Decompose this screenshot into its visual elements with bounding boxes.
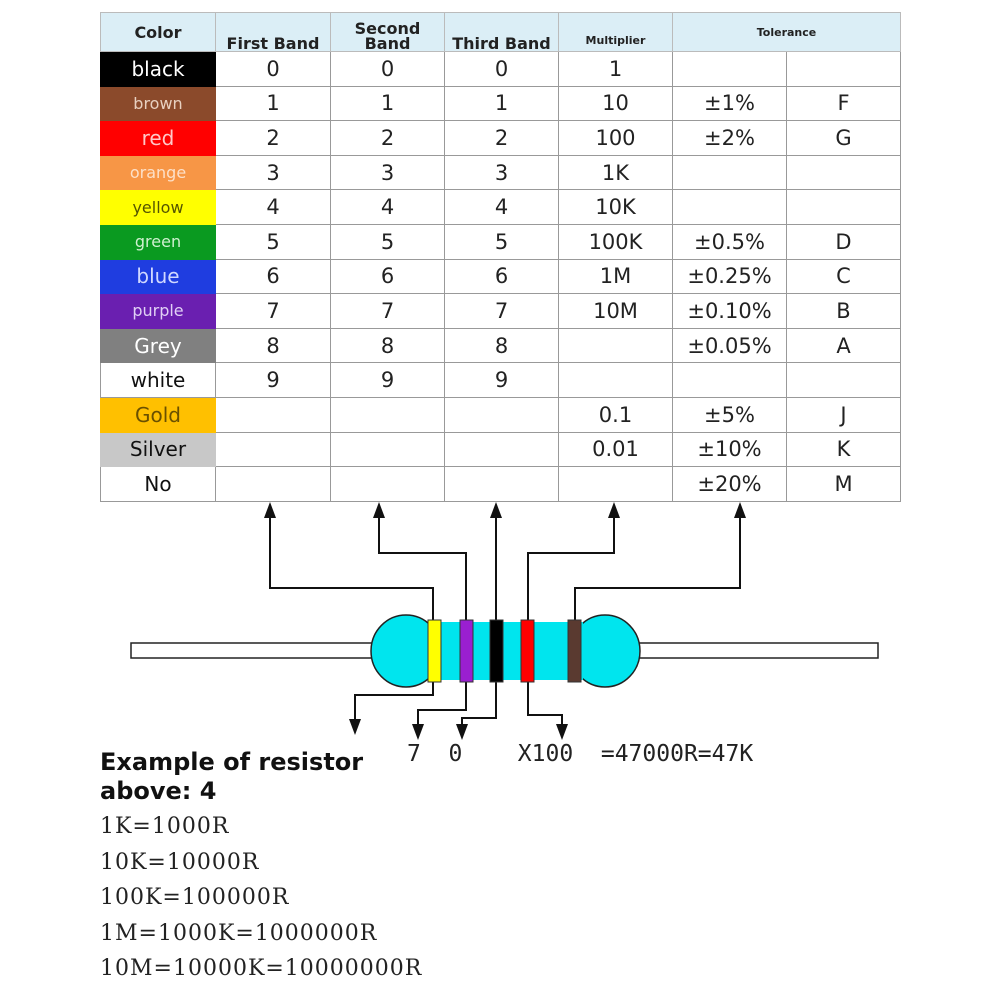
table-row: red 2 2 2 100 ±2% G [100, 120, 901, 156]
table-row: green 5 5 5 100K ±0.5% D [100, 223, 901, 260]
cell-second: 0 [330, 51, 445, 87]
cell-color: orange [100, 154, 216, 191]
cell-multiplier: 10M [558, 293, 673, 329]
cell-code [786, 154, 901, 191]
cell-second: 3 [330, 154, 445, 191]
arrow-tolerance [574, 515, 741, 622]
table-row: orange 3 3 3 1K [100, 154, 901, 191]
header-third-band: Third Band [444, 12, 559, 52]
formula-line: 10M=10000K=10000000R [100, 956, 423, 981]
cell-second [330, 466, 445, 502]
color-band-5 [567, 619, 582, 683]
table-row: Grey 8 8 8 ±0.05% A [100, 327, 901, 364]
cell-color: brown [100, 85, 216, 122]
cell-color: Grey [100, 327, 216, 364]
cell-third [444, 396, 559, 433]
header-tolerance: Tolerance [672, 12, 901, 52]
cell-code: D [786, 223, 901, 260]
header-multiplier: Multiplier [558, 12, 673, 52]
cell-multiplier: 1M [558, 258, 673, 295]
arrow-second-band [378, 515, 467, 622]
cell-multiplier: 1 [558, 51, 673, 87]
resistor-color-code-table: Color First Band Second Band Third Band … [100, 12, 901, 502]
color-band-4 [520, 619, 535, 683]
cell-tolerance: ±0.10% [672, 293, 787, 329]
cell-tolerance: ±0.05% [672, 327, 787, 364]
cell-first: 7 [215, 293, 331, 329]
cell-tolerance: ±20% [672, 466, 787, 502]
table-row: black 0 0 0 1 [100, 51, 901, 87]
cell-color: black [100, 51, 216, 87]
cell-second: 5 [330, 223, 445, 260]
cell-code: F [786, 85, 901, 122]
cell-multiplier: 10 [558, 85, 673, 122]
color-band-2 [459, 619, 474, 683]
color-band-3 [489, 619, 504, 683]
arrow-first-band [269, 515, 434, 622]
cell-multiplier: 100K [558, 223, 673, 260]
cell-second [330, 396, 445, 433]
cell-first [215, 431, 331, 468]
resistor-body [428, 622, 583, 680]
cell-third: 5 [444, 223, 559, 260]
cell-tolerance: ±2% [672, 120, 787, 156]
cell-color: white [100, 362, 216, 398]
example-calculation: 7 0 X100 =47000R=47K [407, 741, 754, 767]
cell-tolerance: ±10% [672, 431, 787, 468]
cell-third: 1 [444, 85, 559, 122]
cell-first [215, 396, 331, 433]
arrow-multiplier [527, 515, 615, 622]
cell-tolerance [672, 154, 787, 191]
cell-color: No [100, 466, 216, 502]
cell-code: B [786, 293, 901, 329]
header-color: Color [100, 12, 216, 52]
arrowheads [264, 502, 746, 740]
color-bands [427, 619, 582, 683]
cell-second: 1 [330, 85, 445, 122]
cell-multiplier [558, 362, 673, 398]
cell-third: 0 [444, 51, 559, 87]
cell-multiplier [558, 466, 673, 502]
cell-first: 6 [215, 258, 331, 295]
formula-line: 1K=1000R [100, 814, 230, 839]
cell-code [786, 51, 901, 87]
cell-first [215, 466, 331, 502]
cell-color: Gold [100, 396, 216, 433]
cell-code: K [786, 431, 901, 468]
cell-color: red [100, 120, 216, 156]
cell-color: blue [100, 258, 216, 295]
cell-third: 7 [444, 293, 559, 329]
table-row: yellow 4 4 4 10K [100, 189, 901, 225]
cell-third: 6 [444, 258, 559, 295]
arrow-down-7 [417, 680, 467, 727]
formula-line: 10K=10000R [100, 849, 260, 875]
table-row: brown 1 1 1 10 ±1% F [100, 85, 901, 122]
cell-first: 2 [215, 120, 331, 156]
example-title: Example of resistor above: 4 [100, 748, 364, 805]
cell-first: 0 [215, 51, 331, 87]
cell-multiplier: 10K [558, 189, 673, 225]
cell-tolerance: ±0.5% [672, 223, 787, 260]
cell-code: M [786, 466, 901, 502]
header-second-band: Second Band [330, 12, 445, 52]
cell-third [444, 466, 559, 502]
arrow-down-0 [461, 680, 497, 727]
color-band-1 [427, 619, 442, 683]
cell-code: J [786, 396, 901, 433]
formula-line: 1M=1000K=1000000R [100, 920, 378, 946]
table-row: No ±20% M [100, 466, 901, 502]
cell-color: green [100, 223, 216, 260]
cell-multiplier: 0.01 [558, 431, 673, 468]
table-row: Gold 0.1 ±5% J [100, 396, 901, 433]
arrow-down-4 [354, 680, 434, 722]
cell-code: C [786, 258, 901, 295]
cell-code [786, 362, 901, 398]
arrow-down-x100 [527, 680, 563, 727]
cell-third: 8 [444, 327, 559, 364]
cell-color: Silver [100, 431, 216, 468]
formula-line: 100K=100000R [100, 885, 290, 910]
